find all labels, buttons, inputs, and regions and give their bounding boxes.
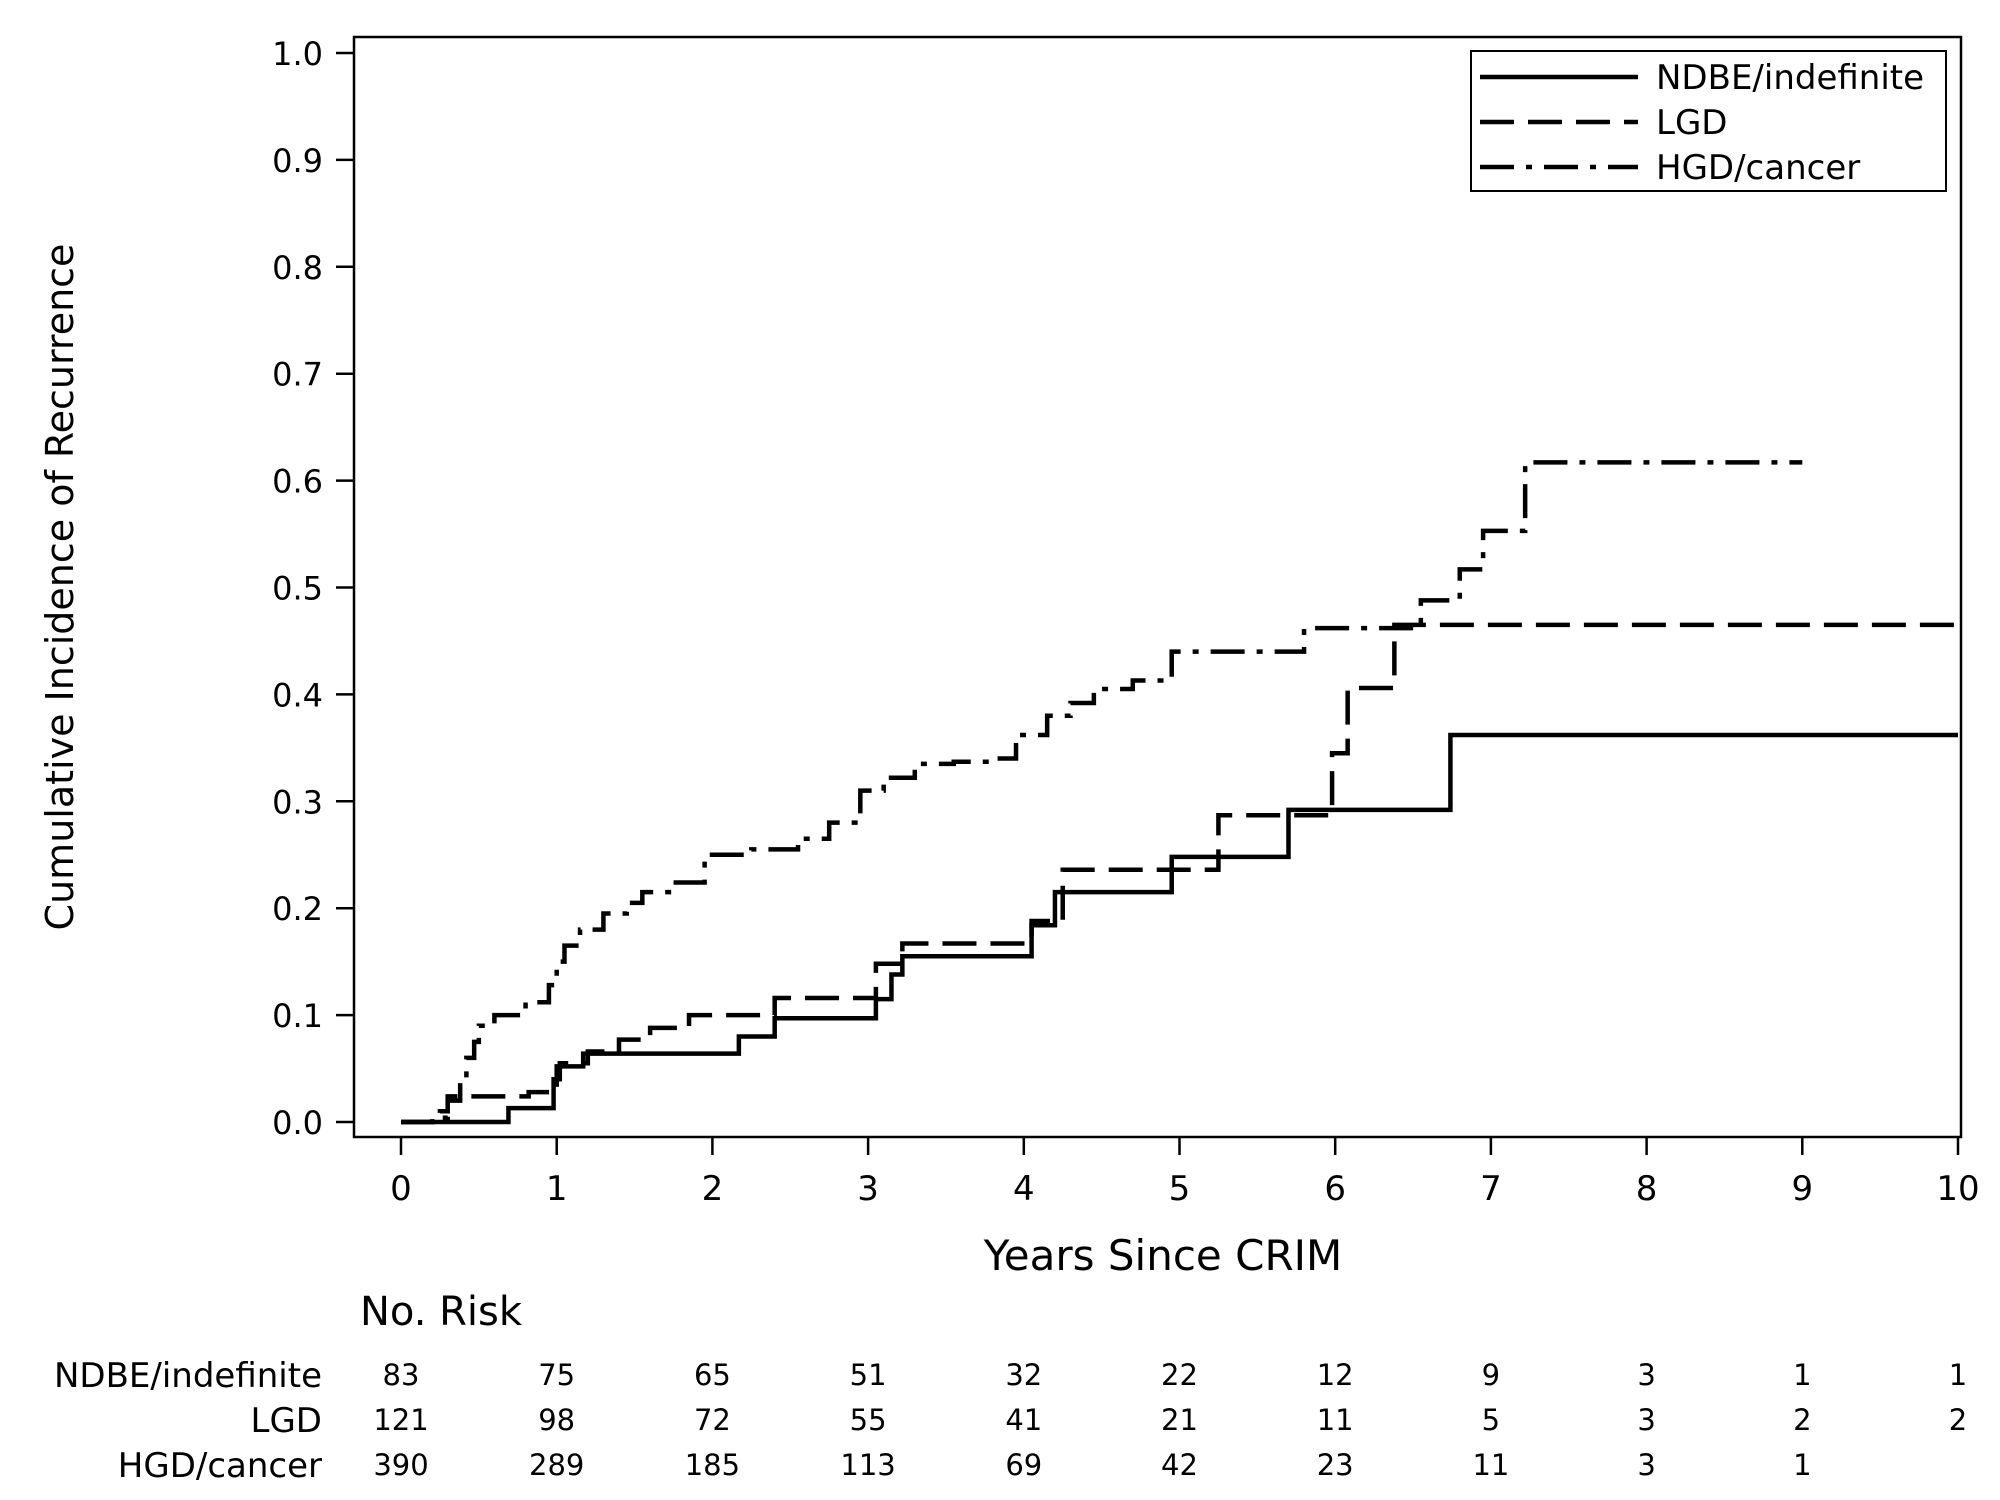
risk-count: 75 — [538, 1358, 575, 1392]
risk-count: 23 — [1317, 1448, 1354, 1482]
risk-table: No. Risk NDBE/indefinite 83 75 65 51 32 22 12 9 3… — [54, 1289, 1967, 1486]
y-tick-label: 0.3 — [272, 783, 323, 821]
series-line-ndbe-indefinite — [401, 732, 1958, 1125]
legend: NDBE/indefinite LGD HGD/cancer — [1470, 50, 1947, 192]
y-tick-label: 0.5 — [272, 570, 323, 608]
risk-count: 69 — [1005, 1448, 1042, 1482]
risk-count: 121 — [373, 1403, 428, 1437]
risk-count: 3 — [1637, 1358, 1655, 1392]
x-tick-label: 5 — [1169, 1169, 1191, 1209]
risk-count: 1 — [1793, 1358, 1811, 1392]
risk-row-label: NDBE/indefinite — [54, 1356, 322, 1396]
risk-count: 9 — [1482, 1358, 1500, 1392]
x-tick-label: 6 — [1324, 1169, 1346, 1209]
risk-count: 289 — [529, 1448, 584, 1482]
risk-count: 390 — [373, 1448, 428, 1482]
x-tick-label: 9 — [1791, 1169, 1813, 1209]
legend-label: NDBE/indefinite — [1656, 58, 1924, 98]
y-axis-label: Cumulative Incidence of Recurrence — [38, 244, 82, 931]
legend-label: LGD — [1656, 103, 1727, 143]
series-line-lgd — [401, 622, 1958, 1125]
risk-count: 11 — [1472, 1448, 1509, 1482]
y-tick-label: 1.0 — [272, 35, 323, 73]
x-axis-label: Years Since CRIM — [983, 1231, 1343, 1280]
x-tick-label: 4 — [1013, 1169, 1035, 1209]
risk-count: 21 — [1161, 1403, 1198, 1437]
y-tick-label: 0.2 — [272, 890, 323, 928]
risk-count: 5 — [1482, 1403, 1500, 1437]
y-tick-label: 0.0 — [272, 1104, 323, 1142]
x-axis-ticks: 0 1 2 3 4 5 6 7 8 9 10 — [390, 1137, 1980, 1209]
x-tick-label: 2 — [702, 1169, 724, 1209]
risk-table-title: No. Risk — [360, 1289, 523, 1335]
risk-count: 11 — [1317, 1403, 1354, 1437]
series-line-hgd-cancer — [401, 460, 1803, 1125]
y-tick-label: 0.9 — [272, 142, 323, 180]
risk-count: 98 — [538, 1403, 575, 1437]
risk-count: 113 — [840, 1448, 895, 1482]
risk-count: 185 — [685, 1448, 740, 1482]
risk-count: 55 — [850, 1403, 887, 1437]
risk-count: 1 — [1793, 1448, 1811, 1482]
risk-count: 12 — [1317, 1358, 1354, 1392]
series-lines — [401, 460, 1958, 1125]
x-tick-label: 1 — [546, 1169, 568, 1209]
risk-count: 3 — [1637, 1403, 1655, 1437]
x-tick-label: 7 — [1480, 1169, 1502, 1209]
risk-count: 83 — [383, 1358, 420, 1392]
risk-count: 41 — [1005, 1403, 1042, 1437]
risk-count: 2 — [1949, 1403, 1967, 1437]
plot-frame — [352, 35, 1963, 1139]
y-tick-label: 0.8 — [272, 249, 323, 287]
x-tick-label: 3 — [857, 1169, 879, 1209]
x-tick-label: 10 — [1936, 1169, 1979, 1209]
y-tick-label: 0.1 — [272, 997, 323, 1035]
risk-count: 72 — [694, 1403, 731, 1437]
x-tick-label: 8 — [1636, 1169, 1658, 1209]
y-axis-ticks: 0.0 0.1 0.2 0.3 0.4 0.5 0.6 0.7 0.8 0.9 1.0 — [272, 35, 354, 1142]
risk-count: 2 — [1793, 1403, 1811, 1437]
y-tick-label: 0.4 — [272, 676, 323, 714]
legend-label: HGD/cancer — [1656, 148, 1860, 188]
x-tick-label: 0 — [390, 1169, 412, 1209]
y-tick-label: 0.6 — [272, 463, 323, 501]
risk-count: 1 — [1949, 1358, 1967, 1392]
risk-count: 65 — [694, 1358, 731, 1392]
risk-count: 42 — [1161, 1448, 1198, 1482]
y-tick-label: 0.7 — [272, 356, 323, 394]
risk-row-label: HGD/cancer — [118, 1446, 322, 1486]
risk-count: 32 — [1005, 1358, 1042, 1392]
risk-row-label: LGD — [251, 1401, 322, 1441]
risk-count: 51 — [850, 1358, 887, 1392]
risk-count: 3 — [1637, 1448, 1655, 1482]
risk-count: 22 — [1161, 1358, 1198, 1392]
